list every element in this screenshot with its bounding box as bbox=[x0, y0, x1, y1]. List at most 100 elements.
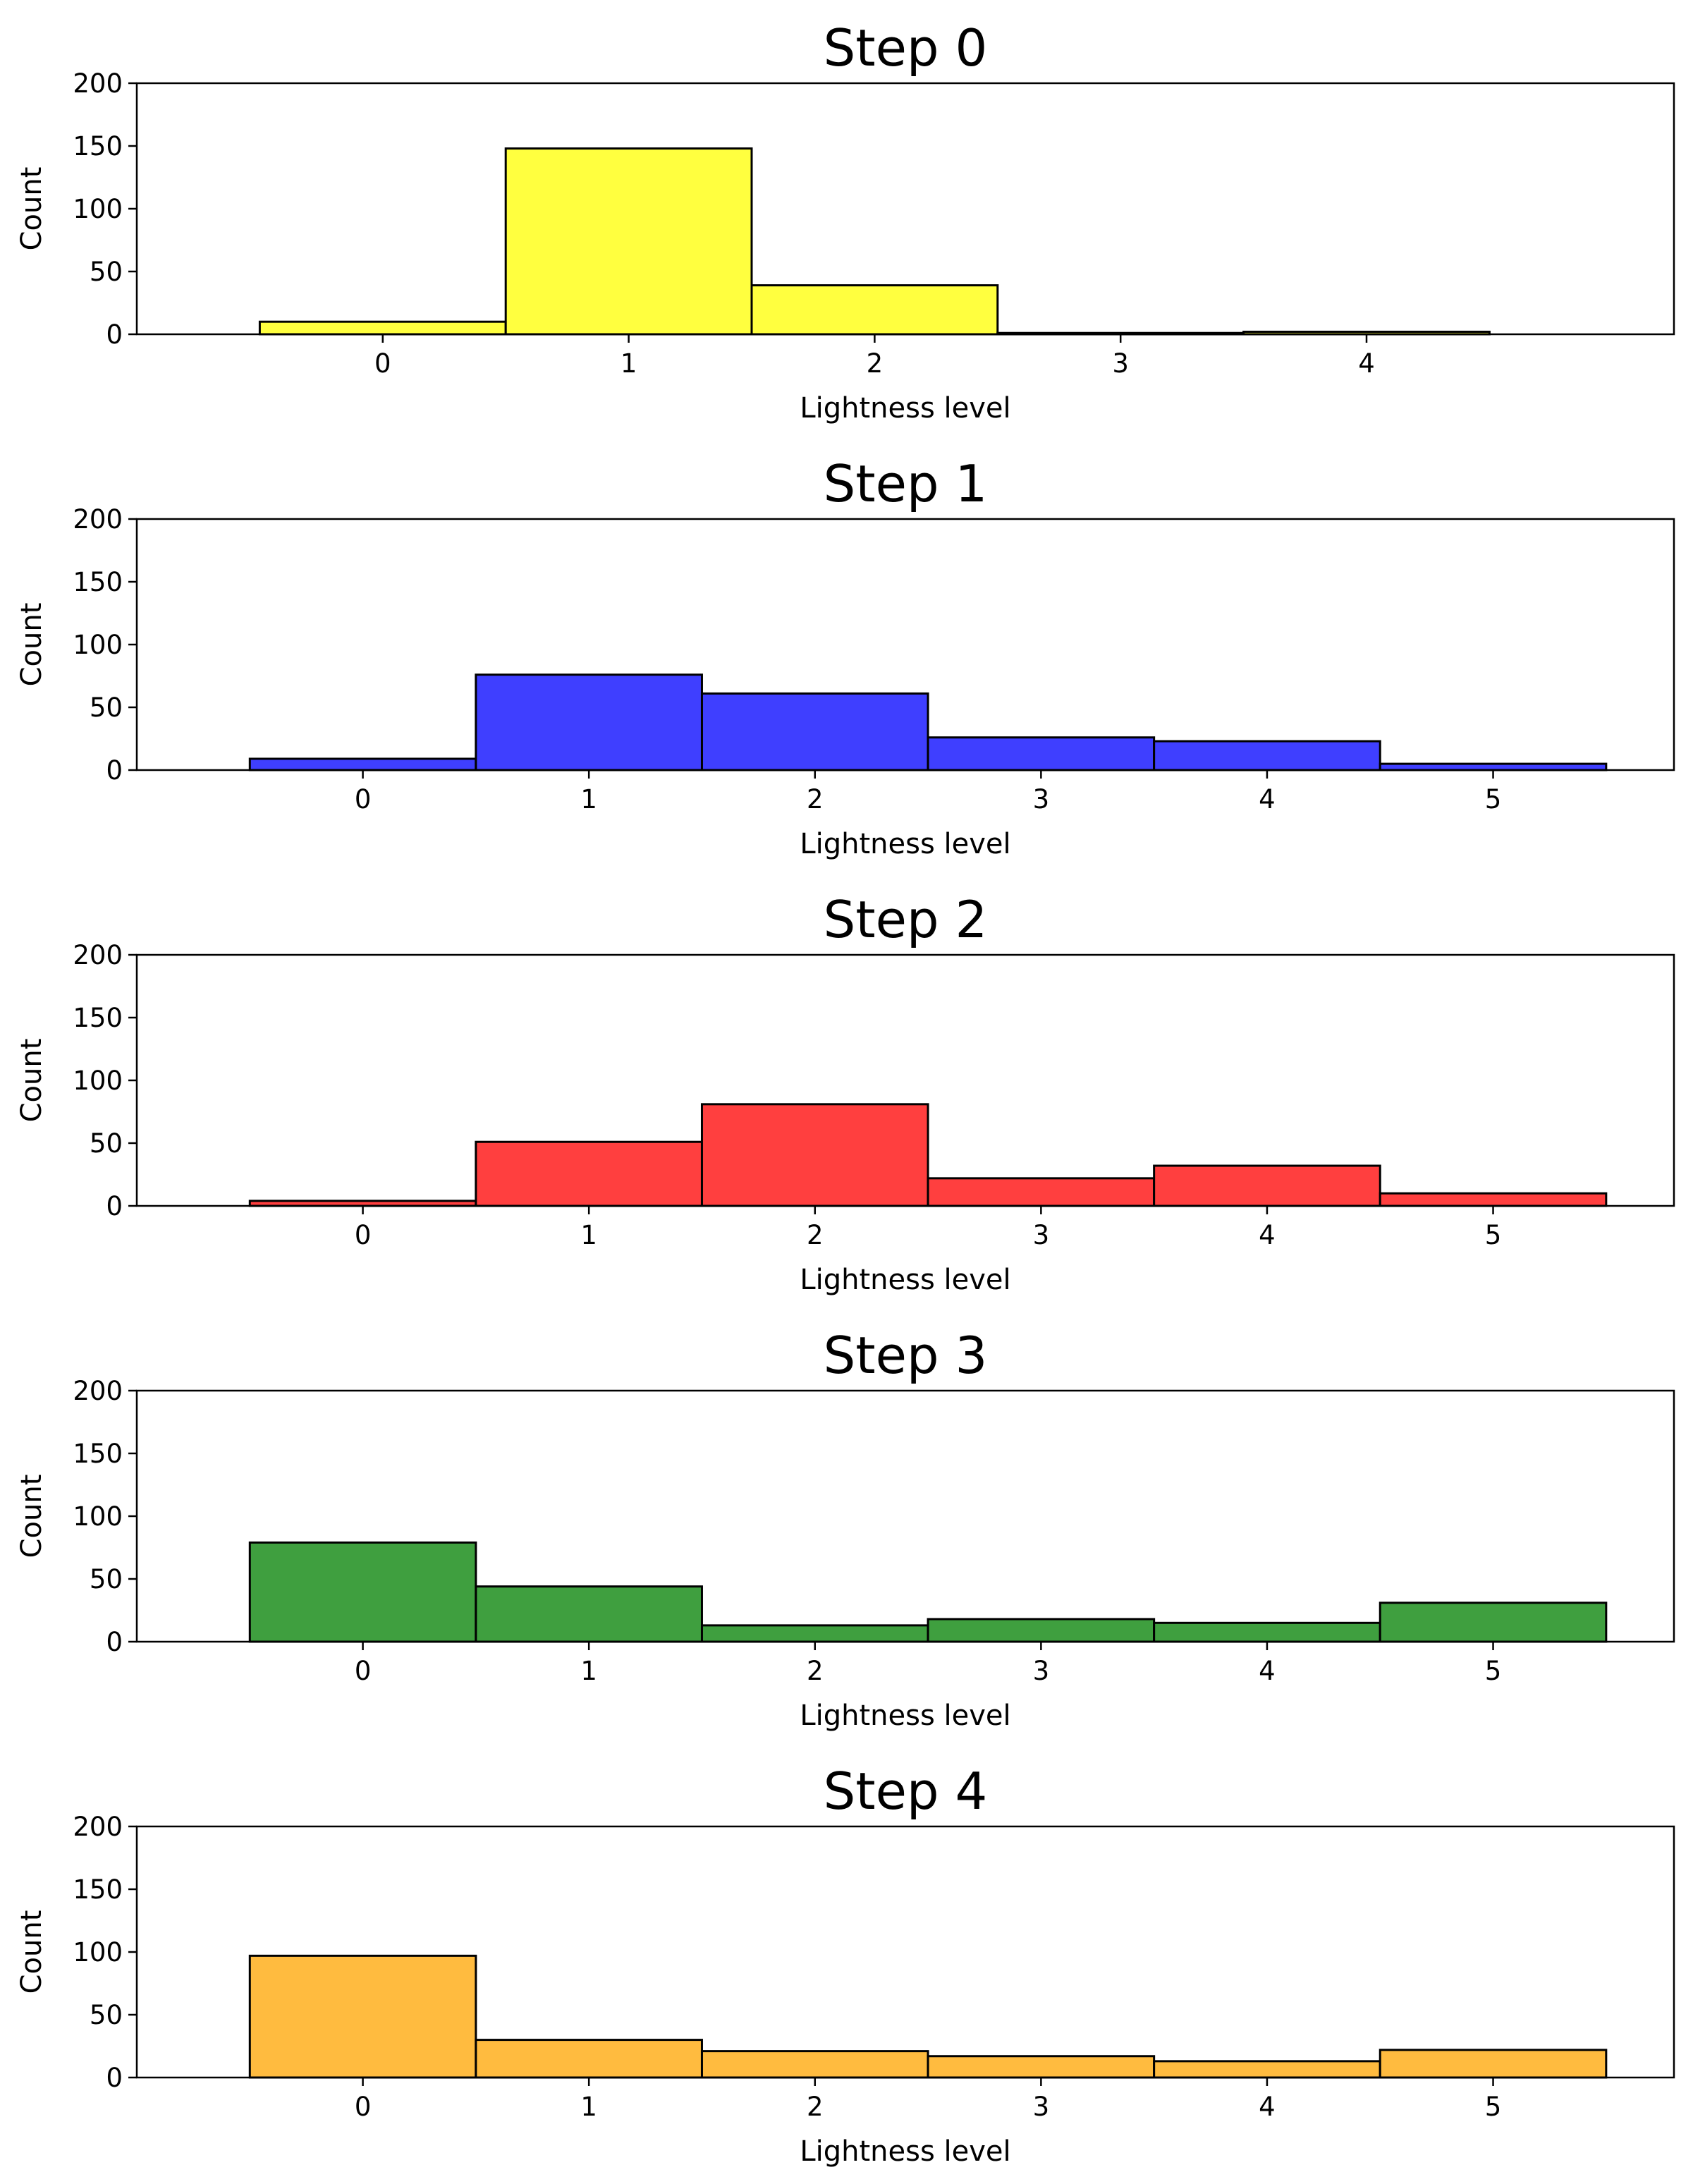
histogram-bar bbox=[927, 1177, 1156, 1207]
histogram-bar bbox=[1379, 1192, 1608, 1207]
x-tick-label: 0 bbox=[355, 784, 372, 815]
y-tick-label: 0 bbox=[106, 1627, 123, 1657]
histogram-panel-step-2: Step 2 0 50 100 150 200 0 1 2 3 4 5 Lightness level C… bbox=[16, 890, 1675, 1296]
x-tick-label: 3 bbox=[1033, 2092, 1050, 2122]
x-axis-label: Lightness level bbox=[800, 1700, 1010, 1732]
y-tick-label: 150 bbox=[73, 1003, 123, 1033]
chart-title: Step 0 bbox=[824, 18, 988, 78]
x-tick-label: 5 bbox=[1485, 1656, 1502, 1686]
x-tick-label: 5 bbox=[1485, 1220, 1502, 1250]
x-tick-label: 0 bbox=[355, 1656, 372, 1686]
y-axis-label: Count bbox=[16, 603, 48, 687]
y-tick-label: 50 bbox=[90, 693, 123, 723]
x-tick-label: 1 bbox=[580, 2092, 597, 2122]
histogram-bar bbox=[927, 2055, 1156, 2079]
histogram-bar bbox=[700, 692, 929, 771]
x-tick-label: 0 bbox=[355, 1220, 372, 1250]
y-axis-label: Count bbox=[16, 1039, 48, 1123]
x-tick-label: 5 bbox=[1485, 2092, 1502, 2122]
y-axis-label: Count bbox=[16, 167, 48, 251]
histogram-bar bbox=[248, 1954, 477, 2079]
x-tick-label: 3 bbox=[1112, 348, 1129, 379]
y-tick-label: 200 bbox=[73, 1376, 123, 1406]
chart-title: Step 3 bbox=[824, 1326, 988, 1385]
x-axis-label: Lightness level bbox=[800, 2135, 1010, 2168]
x-tick-label: 2 bbox=[807, 2092, 824, 2122]
y-tick-label: 100 bbox=[73, 1066, 123, 1096]
y-tick-label: 0 bbox=[106, 2063, 123, 2093]
y-tick-label: 150 bbox=[73, 131, 123, 161]
y-tick-label: 150 bbox=[73, 1439, 123, 1469]
x-tick-label: 1 bbox=[580, 1656, 597, 1686]
histogram-bar bbox=[258, 320, 507, 336]
x-tick-label: 1 bbox=[580, 1220, 597, 1250]
histogram-bar bbox=[248, 1541, 477, 1643]
y-tick-label: 100 bbox=[73, 194, 123, 224]
x-tick-label: 3 bbox=[1033, 784, 1050, 815]
y-axis-label: Count bbox=[16, 1475, 48, 1558]
y-tick-label: 200 bbox=[73, 68, 123, 99]
y-tick-label: 50 bbox=[90, 1564, 123, 1594]
y-tick-label: 100 bbox=[73, 630, 123, 660]
chart-title: Step 1 bbox=[824, 454, 988, 513]
histogram-bar bbox=[1379, 1602, 1608, 1643]
histogram-bar bbox=[1379, 762, 1608, 771]
x-tick-label: 2 bbox=[807, 1656, 824, 1686]
histogram-bar bbox=[927, 736, 1156, 771]
y-tick-label: 100 bbox=[73, 1937, 123, 1968]
histogram-bar bbox=[927, 1618, 1156, 1643]
histogram-bar bbox=[475, 1140, 703, 1207]
x-tick-label: 1 bbox=[621, 348, 637, 379]
x-axis-label: Lightness level bbox=[800, 1264, 1010, 1296]
y-tick-label: 200 bbox=[73, 1812, 123, 1842]
x-tick-label: 4 bbox=[1259, 1656, 1276, 1686]
y-axis-label: Count bbox=[16, 1910, 48, 1994]
histogram-bar bbox=[475, 673, 703, 771]
histogram-bar bbox=[475, 1585, 703, 1643]
x-axis-label: Lightness level bbox=[800, 828, 1010, 860]
histogram-panel-step-0: Step 0 0 50 100 150 200 0 1 2 3 4 Lightness level Co… bbox=[16, 18, 1675, 425]
x-tick-label: 3 bbox=[1033, 1656, 1050, 1686]
histogram-bar bbox=[475, 2039, 703, 2079]
histogram-bar bbox=[1379, 2049, 1608, 2079]
histogram-bar bbox=[248, 757, 477, 771]
x-tick-label: 4 bbox=[1259, 2092, 1276, 2122]
x-tick-label: 4 bbox=[1259, 1220, 1276, 1250]
x-tick-label: 3 bbox=[1033, 1220, 1050, 1250]
y-tick-label: 50 bbox=[90, 257, 123, 287]
histogram-bar bbox=[700, 1624, 929, 1643]
y-tick-label: 50 bbox=[90, 2000, 123, 2030]
histogram-bar bbox=[750, 284, 999, 336]
y-tick-label: 0 bbox=[106, 319, 123, 350]
x-tick-label: 4 bbox=[1358, 348, 1375, 379]
x-tick-label: 2 bbox=[867, 348, 884, 379]
x-tick-label: 2 bbox=[807, 784, 824, 815]
histogram-bar bbox=[1153, 1164, 1381, 1207]
x-axis-label: Lightness level bbox=[800, 392, 1010, 425]
y-tick-label: 150 bbox=[73, 567, 123, 597]
histogram-bar bbox=[1153, 2060, 1381, 2079]
histogram-panel-step-1: Step 1 0 50 100 150 200 0 1 2 3 4 5 Lightness level C… bbox=[16, 454, 1675, 860]
y-tick-label: 100 bbox=[73, 1501, 123, 1532]
histogram-panel-step-4: Step 4 0 50 100 150 200 0 1 2 3 4 5 Lightness level C… bbox=[16, 1762, 1675, 2168]
y-tick-label: 200 bbox=[73, 504, 123, 535]
y-tick-label: 0 bbox=[106, 1191, 123, 1221]
histogram-bar bbox=[1153, 740, 1381, 771]
y-tick-label: 0 bbox=[106, 755, 123, 786]
histogram-panel-step-3: Step 3 0 50 100 150 200 0 1 2 3 4 5 Lightness level C… bbox=[16, 1326, 1675, 1732]
x-tick-label: 0 bbox=[355, 2092, 372, 2122]
histogram-bar bbox=[700, 1103, 929, 1207]
y-tick-label: 50 bbox=[90, 1128, 123, 1159]
chart-title: Step 4 bbox=[824, 1762, 988, 1821]
x-tick-label: 0 bbox=[374, 348, 391, 379]
histogram-bar bbox=[1153, 1621, 1381, 1643]
histogram-bar bbox=[700, 2050, 929, 2079]
x-tick-label: 5 bbox=[1485, 784, 1502, 815]
x-tick-label: 2 bbox=[807, 1220, 824, 1250]
histogram-bar bbox=[504, 147, 753, 336]
x-tick-label: 4 bbox=[1259, 784, 1276, 815]
y-tick-label: 150 bbox=[73, 1874, 123, 1905]
chart-title: Step 2 bbox=[824, 890, 988, 949]
y-tick-label: 200 bbox=[73, 940, 123, 970]
